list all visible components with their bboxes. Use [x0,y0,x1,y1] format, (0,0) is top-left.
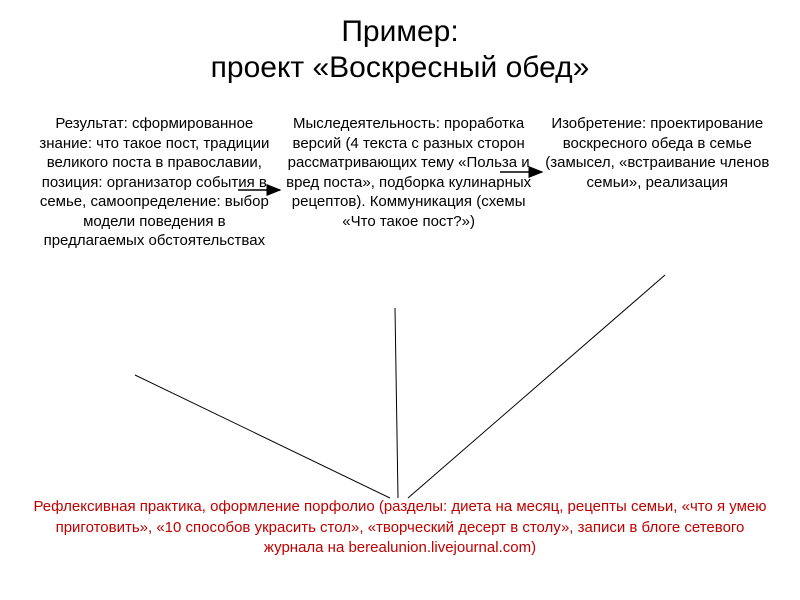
connector-line [395,308,398,498]
columns-row: Результат: сформированное знание: что та… [0,86,800,251]
slide-title: Пример: проект «Воскресный обед» [0,0,800,86]
connector-line [135,375,390,498]
column-result: Результат: сформированное знание: что та… [36,114,273,251]
column-invention: Изобретение: проектирование воскресного … [545,114,770,251]
title-line-1: Пример: [341,15,458,48]
diagonal-connectors [135,275,665,498]
connector-line [408,275,665,498]
title-line-2: проект «Воскресный обед» [211,51,590,84]
column-thinking: Мыследеятельность: проработка версий (4 … [285,114,533,251]
bottom-reflection-text: Рефлексивная практика, оформление порфол… [30,497,770,558]
